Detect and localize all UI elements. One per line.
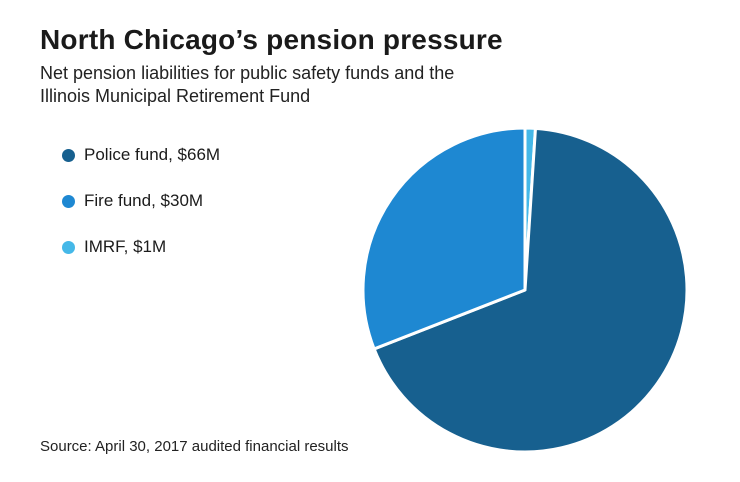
pie-slice-fire-fund: [361, 126, 527, 351]
legend-dot-police-icon: [62, 148, 75, 162]
legend-dot-fire-icon: [62, 194, 75, 208]
pie-chart: [361, 126, 689, 454]
legend-item-police: Police fund, $66M: [62, 145, 220, 165]
legend-dot-imrf-icon: [62, 240, 75, 254]
legend-label-imrf: IMRF, $1M: [84, 237, 167, 256]
chart-legend: Police fund, $66M Fire fund, $30M IMRF, …: [62, 145, 220, 257]
pie-chart-area: [355, 120, 695, 465]
pie-slice-police-fund: [372, 126, 689, 454]
legend-item-imrf: IMRF, $1M: [62, 237, 220, 257]
legend-label-fire: Fire fund, $30M: [84, 191, 204, 210]
source-note: Source: April 30, 2017 audited financial…: [40, 438, 349, 455]
legend-item-fire: Fire fund, $30M: [62, 191, 220, 211]
chart-title: North Chicago’s pension pressure: [40, 24, 503, 55]
chart-subtitle: Net pension liabilities for public safet…: [40, 63, 455, 107]
legend-label-police: Police fund, $66M: [84, 145, 221, 164]
